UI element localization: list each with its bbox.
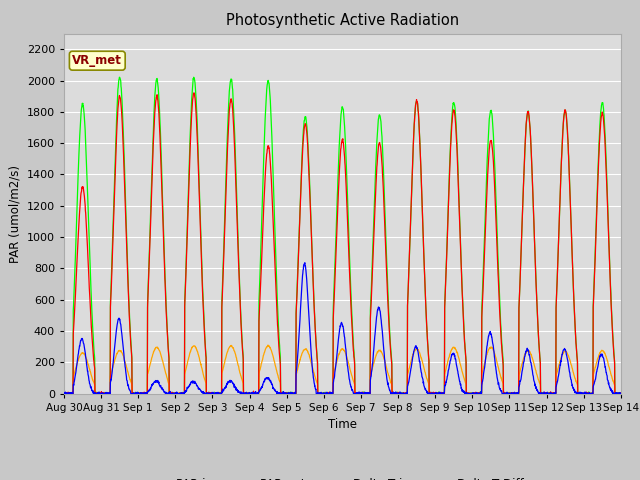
Y-axis label: PAR (umol/m2/s): PAR (umol/m2/s): [8, 165, 21, 263]
Title: Photosynthetic Active Radiation: Photosynthetic Active Radiation: [226, 13, 459, 28]
Legend: PAR in, PAR out, Delta-T in, Delta-T Diffuse: PAR in, PAR out, Delta-T in, Delta-T Dif…: [136, 473, 549, 480]
Text: VR_met: VR_met: [72, 54, 122, 67]
X-axis label: Time: Time: [328, 418, 357, 431]
